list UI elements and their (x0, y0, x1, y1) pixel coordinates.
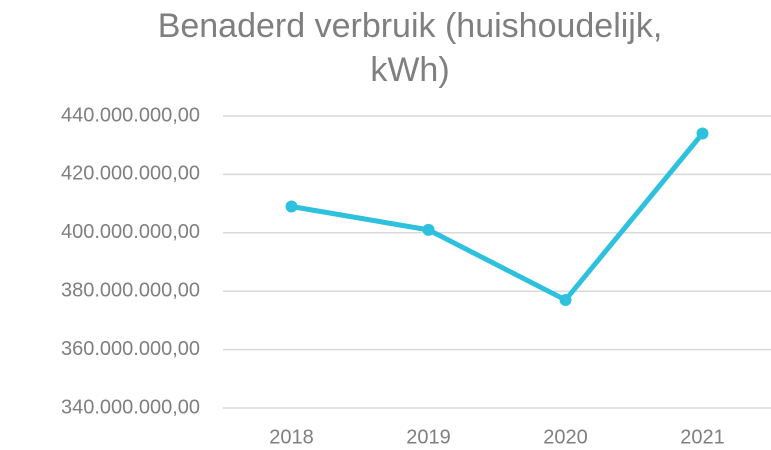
y-tick-label: 400.000.000,00 (61, 221, 200, 243)
x-tick-label: 2021 (680, 426, 725, 448)
data-point (559, 293, 572, 306)
y-tick-label: 360.000.000,00 (61, 338, 200, 360)
line-series (291, 131, 705, 303)
y-tick-label: 340.000.000,00 (61, 396, 200, 418)
data-point (696, 127, 709, 140)
data-point (285, 200, 298, 213)
x-tick-label: 2019 (406, 426, 451, 448)
x-tick-label: 2018 (269, 426, 314, 448)
y-tick-label: 380.000.000,00 (61, 279, 200, 301)
chart-title: Benaderd verbruik (huishoudelijk, kWh) (157, 7, 663, 89)
x-tick-label: 2020 (543, 426, 588, 448)
y-tick-label: 420.000.000,00 (61, 163, 200, 185)
data-point (422, 223, 435, 236)
y-tick-label: 440.000.000,00 (61, 104, 200, 126)
